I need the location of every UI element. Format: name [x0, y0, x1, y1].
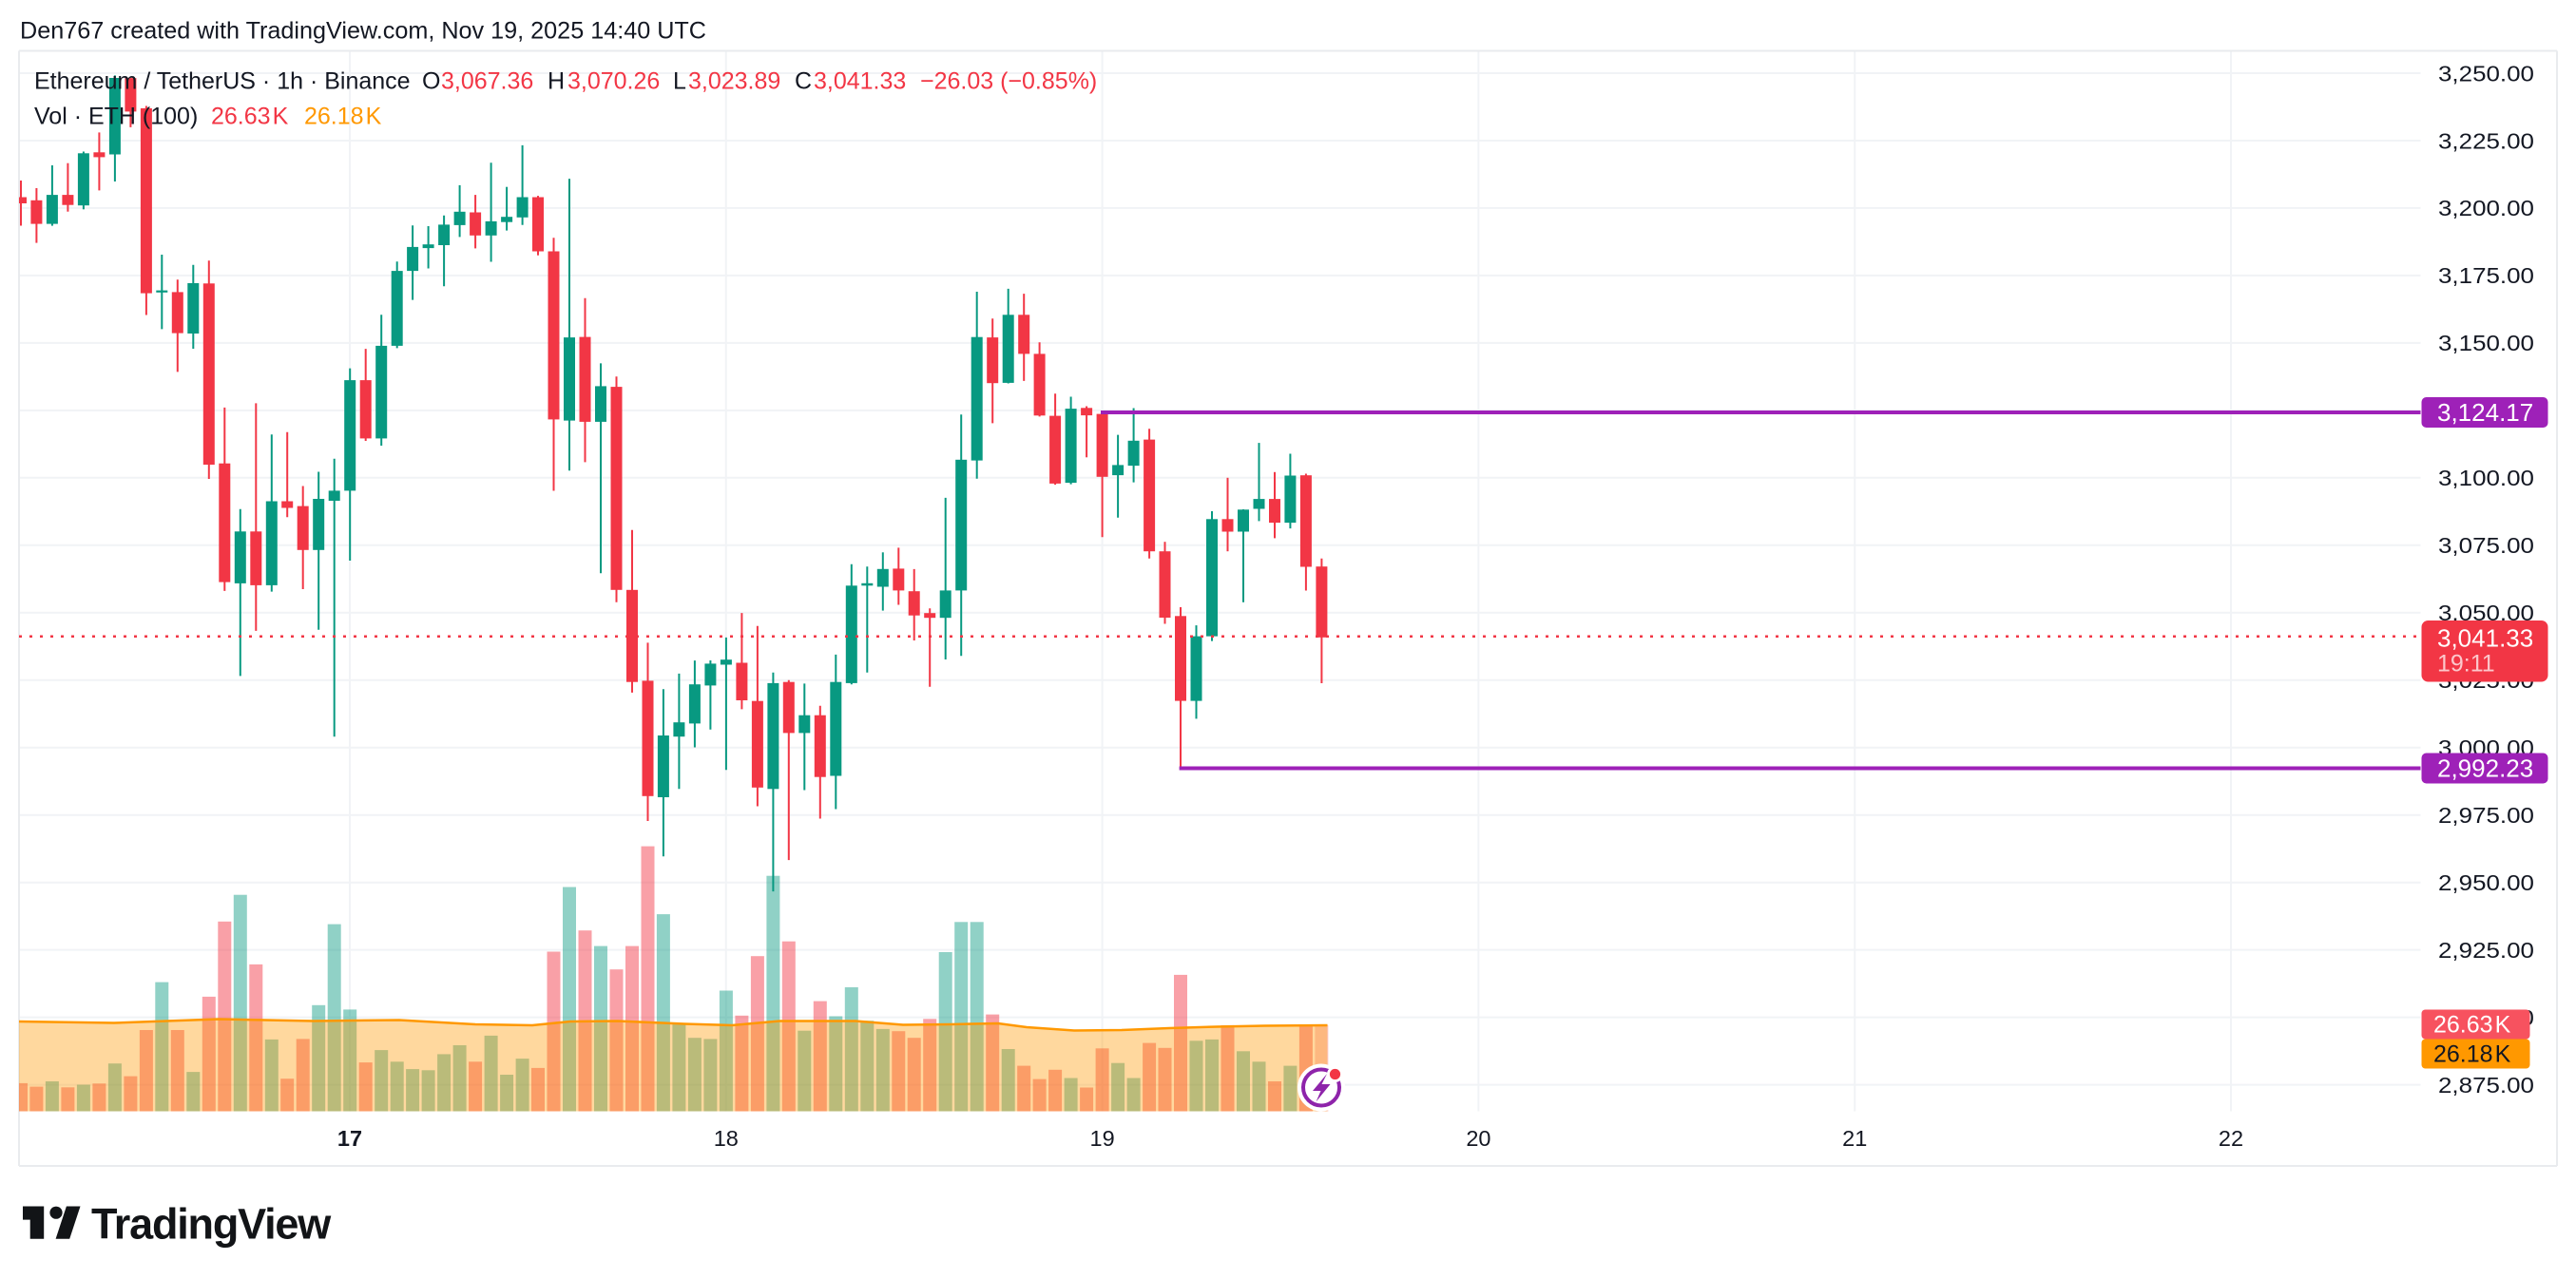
svg-text:Ethereum / TetherUS · 1h · Bin: Ethereum / TetherUS · 1h · Binance	[34, 68, 411, 95]
svg-text:26.18 K: 26.18 K	[304, 104, 382, 130]
svg-text:3,023.89: 3,023.89	[688, 68, 780, 95]
svg-text:H: H	[548, 68, 565, 95]
svg-text:3,225.00: 3,225.00	[2438, 128, 2534, 153]
svg-text:21: 21	[1842, 1126, 1867, 1151]
svg-text:3,067.36: 3,067.36	[441, 68, 533, 95]
svg-text:O: O	[422, 68, 440, 95]
svg-text:3,150.00: 3,150.00	[2438, 331, 2534, 355]
svg-text:20: 20	[1466, 1126, 1490, 1151]
svg-text:19: 19	[1090, 1126, 1115, 1151]
svg-text:Vol · ETH (100): Vol · ETH (100)	[34, 104, 198, 130]
svg-text:3,041.33: 3,041.33	[2437, 624, 2533, 653]
svg-text:2,950.00: 2,950.00	[2438, 870, 2534, 895]
svg-text:3,250.00: 3,250.00	[2438, 61, 2534, 86]
svg-text:26.18 K: 26.18 K	[2433, 1041, 2511, 1068]
svg-text:TradingView: TradingView	[91, 1200, 332, 1249]
svg-text:3,041.33: 3,041.33	[814, 68, 906, 95]
svg-text:Den767 created with TradingVie: Den767 created with TradingView.com, Nov…	[20, 18, 706, 45]
svg-text:17: 17	[337, 1126, 362, 1151]
svg-text:L: L	[673, 68, 686, 95]
svg-text:22: 22	[2219, 1126, 2243, 1151]
svg-text:2,992.23: 2,992.23	[2437, 754, 2533, 783]
svg-text:2,925.00: 2,925.00	[2438, 938, 2534, 963]
svg-text:3,200.00: 3,200.00	[2438, 196, 2534, 220]
svg-text:2,975.00: 2,975.00	[2438, 803, 2534, 828]
svg-text:26.63 K: 26.63 K	[211, 104, 289, 130]
svg-text:19:11: 19:11	[2437, 651, 2495, 678]
svg-text:2,875.00: 2,875.00	[2438, 1073, 2534, 1098]
svg-text:3,175.00: 3,175.00	[2438, 263, 2534, 288]
svg-text:3,100.00: 3,100.00	[2438, 466, 2534, 490]
svg-text:−26.03 (−0.85%): −26.03 (−0.85%)	[920, 68, 1097, 95]
svg-text:C: C	[795, 68, 812, 95]
svg-text:3,124.17: 3,124.17	[2437, 398, 2533, 427]
svg-text:3,075.00: 3,075.00	[2438, 533, 2534, 558]
svg-text:3,070.26: 3,070.26	[567, 68, 660, 95]
svg-text:26.63 K: 26.63 K	[2433, 1012, 2511, 1039]
svg-text:18: 18	[714, 1126, 739, 1151]
